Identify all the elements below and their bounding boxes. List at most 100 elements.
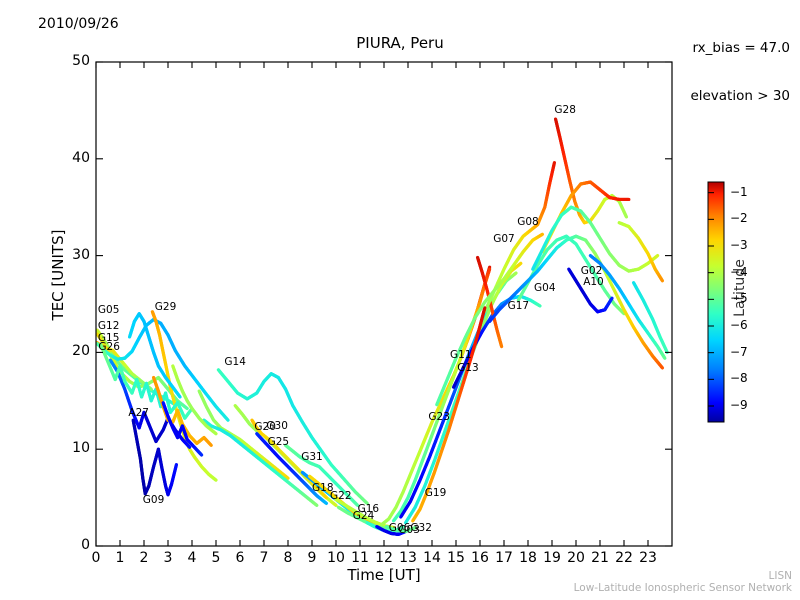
data-trace	[553, 117, 629, 225]
x-tick-label: 12	[375, 550, 393, 566]
colorbar-tick-label: −3	[730, 238, 748, 252]
satellite-label-g17: G17	[507, 299, 530, 312]
y-tick-label: 10	[72, 440, 90, 457]
x-tick-label: 22	[615, 550, 633, 566]
data-trace	[216, 368, 369, 506]
data-trace	[197, 389, 290, 480]
data-trace	[588, 254, 667, 360]
satellite-label-g11: G11	[450, 349, 472, 362]
data-trace	[631, 281, 669, 354]
y-tick-label: 40	[72, 149, 90, 166]
satellite-label-g06: G06	[388, 521, 411, 534]
x-tick-label: 3	[163, 550, 173, 566]
x-tick-label: 6	[235, 550, 245, 566]
colorbar-tick-label: −4	[730, 264, 748, 279]
satellite-label-g29: G29	[154, 300, 177, 313]
x-tick-label: 10	[327, 550, 345, 566]
satellite-label-g23: G23	[428, 411, 450, 424]
colorbar-tick-label: −6	[730, 318, 748, 332]
x-tick-label: 9	[307, 550, 317, 566]
watermark-line-1: LISN	[768, 570, 792, 582]
date-label: 2010/09/26	[38, 16, 119, 32]
data-trace	[392, 267, 492, 523]
data-trace	[617, 221, 665, 283]
data-trace	[202, 418, 319, 507]
y-tick-label: 50	[72, 53, 90, 69]
satellite-label-g03: G03	[398, 524, 420, 537]
satellite-label-g08: G08	[517, 215, 539, 228]
watermark-line-2: Low-Latitude Ionospheric Sensor Network	[573, 582, 792, 594]
page-title: PIURA, Peru	[356, 34, 444, 52]
satellite-label-g31: G31	[301, 450, 323, 463]
satellite-label-g24: G24	[352, 509, 375, 522]
satellite-label-g14: G14	[224, 356, 246, 369]
colorbar-tick-label: −5	[730, 291, 748, 306]
data-trace	[435, 232, 545, 407]
satellite-label-a10: A10	[583, 275, 604, 288]
satellite-label-g32: G32	[410, 521, 432, 534]
x-tick-label: 17	[495, 550, 513, 566]
satellite-label-g19: G19	[424, 486, 447, 499]
colorbar-tick-label: −1	[730, 184, 748, 199]
data-trace	[284, 443, 360, 507]
data-trace	[483, 161, 557, 314]
x-tick-label: 11	[351, 550, 369, 566]
data-trace	[488, 234, 665, 370]
satellite-label-g07: G07	[493, 233, 515, 246]
colorbar-gradient	[707, 181, 725, 423]
colorbar-tick-label: −2	[730, 211, 748, 226]
x-tick-label: 23	[639, 550, 657, 566]
data-trace	[128, 312, 182, 399]
x-tick-label: 19	[543, 550, 561, 566]
satellite-label-g25: G25	[267, 436, 290, 449]
elevation-text: elevation > 30	[690, 88, 790, 104]
satellite-label-g20: G20	[254, 420, 276, 433]
x-tick-label: 18	[519, 550, 537, 566]
x-tick-label: 14	[423, 550, 441, 566]
data-trace	[411, 306, 487, 523]
x-tick-label: 0	[91, 550, 101, 566]
satellite-label-g18: G18	[312, 481, 334, 494]
satellite-label-a27: A27	[128, 407, 149, 420]
satellite-label-g15: G15	[97, 331, 120, 344]
x-tick-label: 8	[283, 550, 293, 566]
data-series-layer	[96, 117, 669, 536]
y-tick-label: 20	[72, 343, 90, 360]
satellite-label-g13: G13	[457, 361, 479, 374]
data-trace	[375, 525, 408, 536]
annotation-block: rx_bias = 47.0 elevation > 30	[690, 8, 790, 136]
data-trace	[384, 525, 417, 534]
satellite-label-g09: G09	[142, 494, 165, 507]
satellite-label-g30: G30	[266, 419, 288, 432]
x-axis-label: Time [UT]	[347, 566, 421, 584]
data-trace	[99, 343, 194, 420]
colorbar-ticks	[708, 192, 714, 407]
satellite-label-g22: G22	[330, 489, 352, 502]
colorbar-tick-label: −8	[730, 371, 748, 386]
x-tick-label: 7	[259, 550, 269, 566]
x-tick-label: 4	[187, 550, 197, 566]
axes-layer	[95, 61, 673, 547]
data-trace	[255, 432, 328, 506]
x-tick-label: 21	[591, 550, 609, 566]
satellite-label-g26: G26	[98, 340, 120, 353]
x-tick-label: 5	[211, 550, 221, 566]
data-trace	[567, 267, 614, 314]
y-tick-label: 0	[81, 537, 90, 553]
watermark: LISN Low-Latitude Ionospheric Sensor Net…	[574, 570, 792, 594]
x-tick-label: 13	[399, 550, 417, 566]
satellite-label-g02: G02	[580, 265, 603, 278]
y-tick-label: 30	[72, 246, 90, 263]
x-tick-label: 20	[567, 550, 585, 566]
satellite-label-g28: G28	[554, 104, 576, 117]
data-trace	[531, 205, 660, 273]
data-trace	[250, 418, 328, 500]
data-trace	[131, 418, 178, 497]
colorbar-tick-label: −7	[730, 344, 748, 359]
x-tick-label: 1	[115, 550, 125, 566]
satellite-label-g05: G05	[97, 303, 120, 316]
x-tick-label: 2	[139, 550, 149, 566]
x-tick-label: 15	[447, 550, 465, 566]
rx-bias-text: rx_bias = 47.0	[692, 40, 790, 56]
